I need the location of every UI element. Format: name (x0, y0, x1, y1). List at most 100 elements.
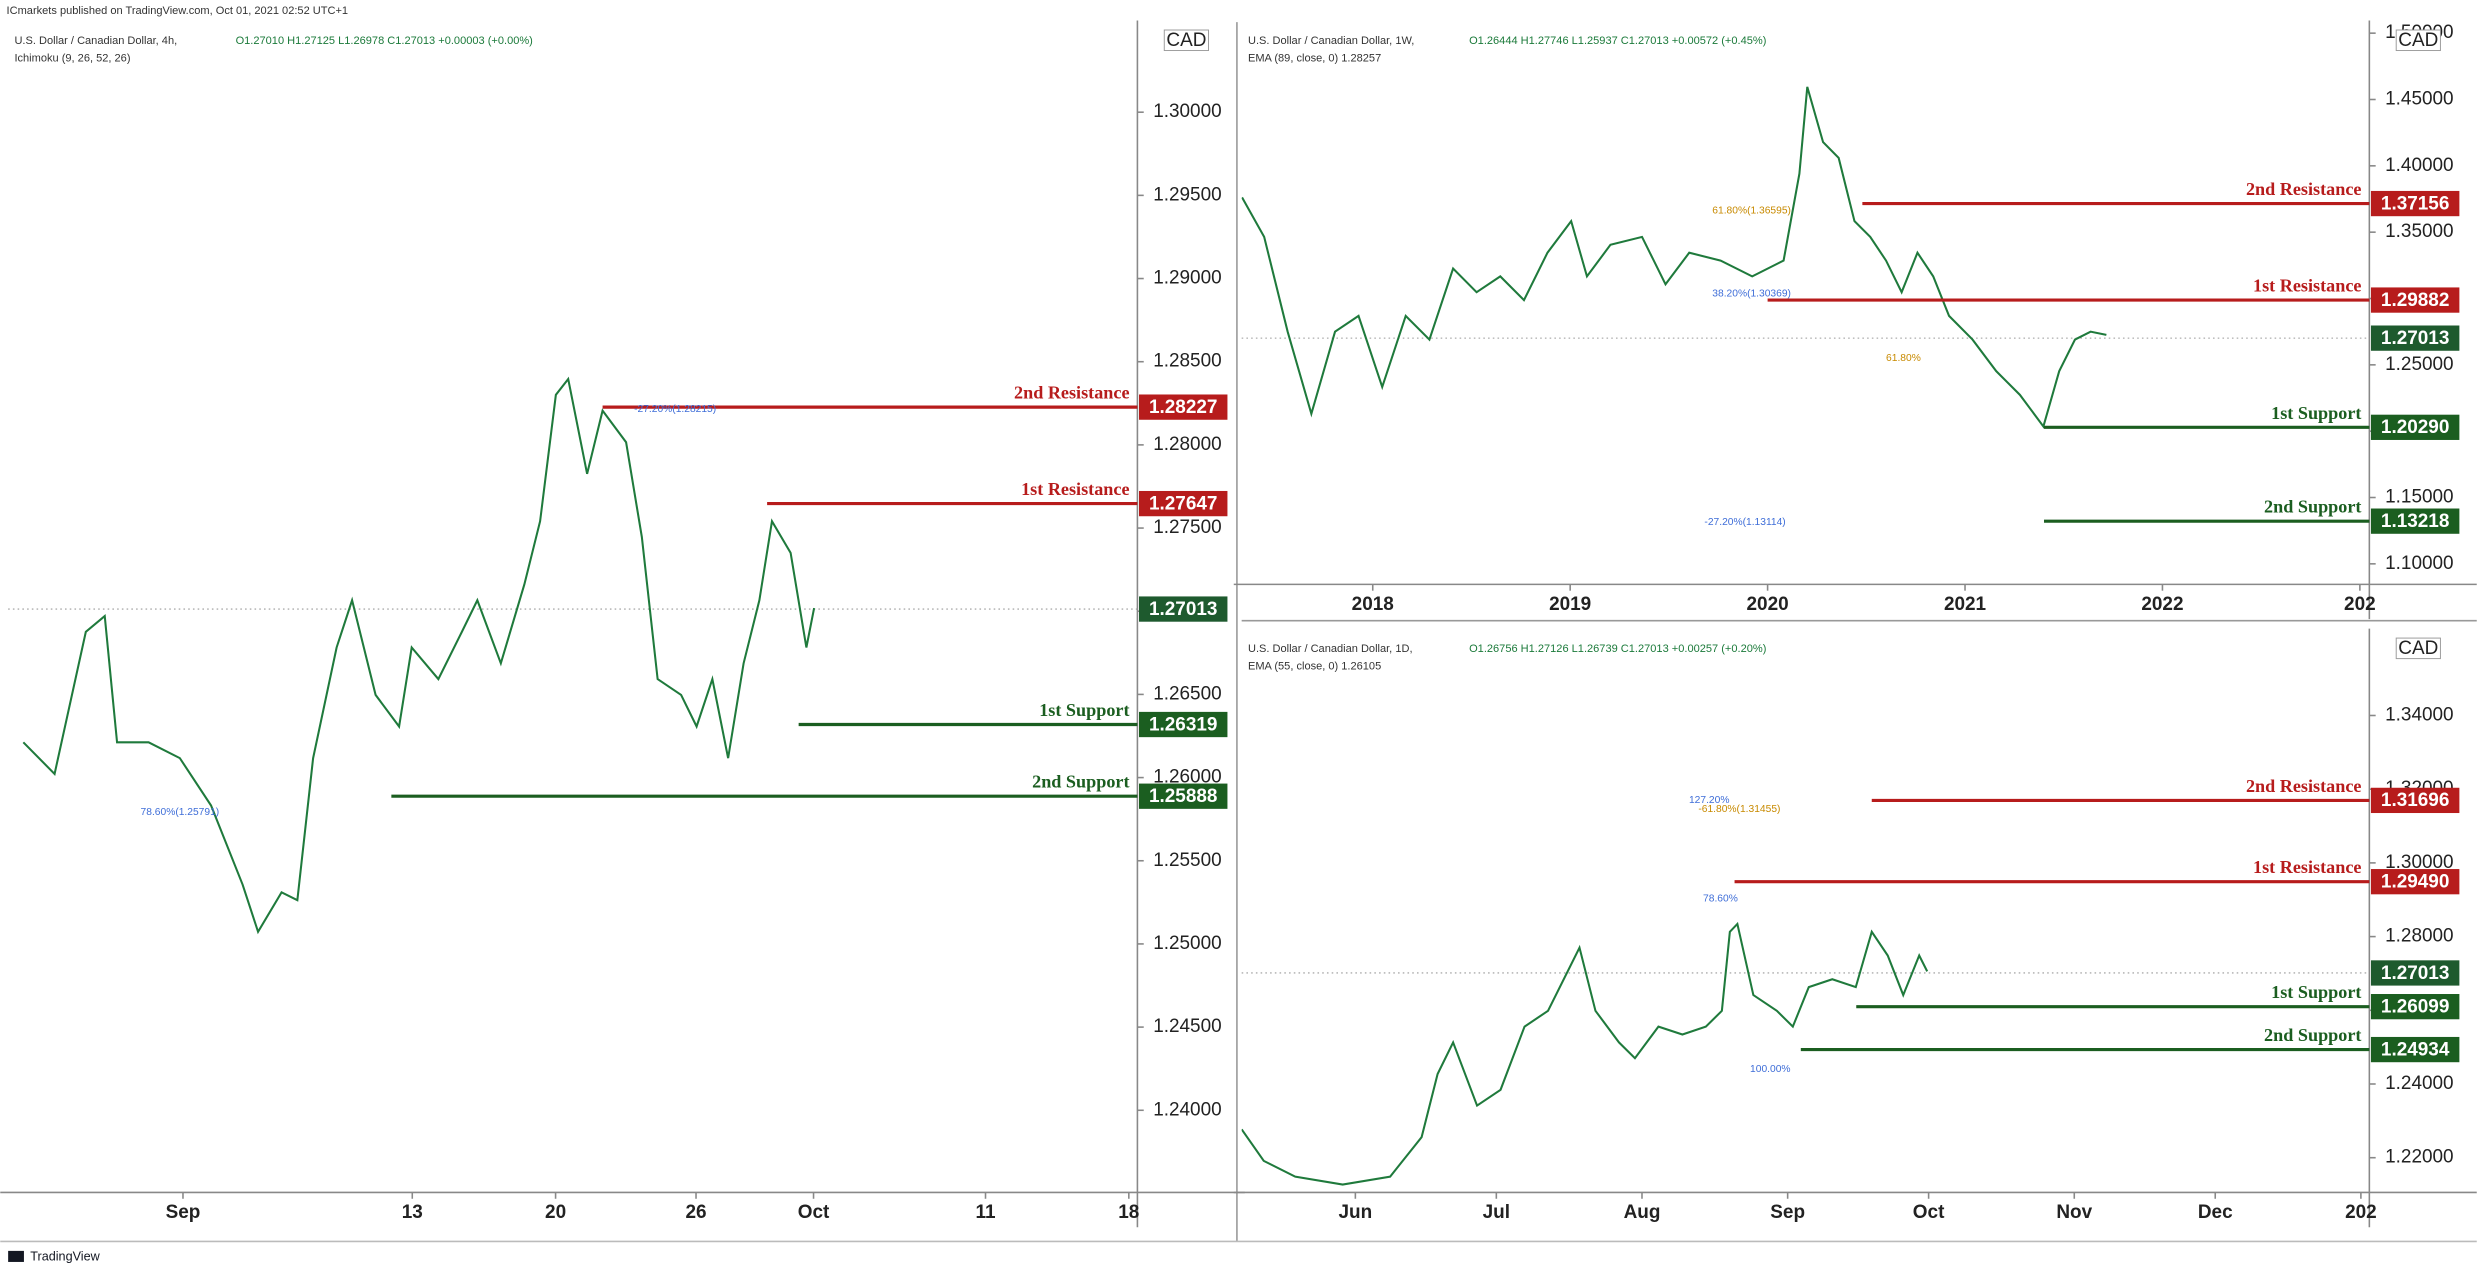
y-tick-label: 1.28500 (1153, 351, 1221, 372)
y-tick-label: 1.25000 (2385, 354, 2453, 375)
x-tick-label: 2021 (1944, 594, 1986, 615)
y-tick-label: 1.26000 (1153, 767, 1221, 788)
x-tick-label: Jun (1339, 1202, 1373, 1223)
level-tag (2370, 1036, 2460, 1063)
fib-annotation: -27.20%(1.13114) (1704, 517, 1785, 528)
y-tick-label: 1.10000 (2385, 553, 2453, 574)
y-tick-label: 1.30000 (1153, 101, 1221, 122)
level-tag (2370, 787, 2460, 814)
y-tick-label: 1.34000 (2385, 704, 2453, 725)
y-tick-label: 1.24500 (1153, 1016, 1221, 1037)
ohlc: O1.27010 H1.27125 L1.26978 C1.27013 +0.0… (236, 35, 533, 47)
level-name: 1st Resistance (2253, 276, 2361, 296)
tv-logo (8, 1250, 24, 1262)
level-tag-label: 1.24934 (2381, 1039, 2450, 1060)
level-name: 2nd Support (2264, 1025, 2361, 1045)
level-tag (1138, 490, 1228, 517)
x-tick-label: 2018 (1352, 594, 1394, 615)
level-tag-label: 1.28227 (1149, 397, 1217, 418)
x-tick-label: Sep (1770, 1202, 1805, 1223)
level-tag (2370, 287, 2460, 313)
x-tick-label: 202 (2344, 594, 2376, 615)
level-name: 2nd Support (2264, 497, 2361, 517)
x-tick-label: Oct (798, 1202, 830, 1223)
ohlc: O1.26756 H1.27126 L1.26739 C1.27013 +0.0… (1469, 643, 1766, 655)
currency-box (2395, 637, 2441, 660)
y-tick-label: 1.28000 (1153, 434, 1221, 455)
x-tick-label: 2020 (1747, 594, 1789, 615)
price-line (22, 376, 816, 935)
level-tag (2370, 869, 2460, 895)
indicator: EMA (55, close, 0) 1.26105 (1248, 660, 1381, 672)
x-tick-label: 20 (545, 1202, 566, 1223)
level-name: 2nd Resistance (2246, 776, 2362, 796)
level-tag-label: 1.37156 (2381, 193, 2449, 214)
y-tick-label: 1.15000 (2385, 487, 2453, 508)
y-tick-label: 1.28000 (2385, 926, 2453, 947)
level-name: 1st Support (2271, 403, 2361, 423)
level-name: 1st Support (1039, 700, 1129, 720)
publisher-line: ICmarkets published on TradingView.com, … (7, 5, 349, 17)
currency: CAD (2398, 638, 2438, 659)
y-tick-label: 1.25500 (1153, 850, 1221, 871)
fib-annotation: 38.20%(1.30369) (1712, 288, 1791, 299)
footer: TradingView (30, 1250, 100, 1264)
level-tag-label: 1.26099 (2381, 996, 2449, 1017)
y-tick-label: 1.26500 (1153, 683, 1221, 704)
level-tag (2370, 190, 2460, 217)
indicator: Ichimoku (9, 26, 52, 26) (14, 52, 130, 64)
level-tag (1138, 394, 1228, 420)
symbol-title: U.S. Dollar / Canadian Dollar, 1D, (1248, 643, 1413, 655)
fib-annotation: 78.60%(1.25791) (141, 807, 220, 818)
y-tick-label: 1.27500 (1153, 517, 1221, 538)
level-name: 1st Resistance (1021, 479, 1129, 499)
symbol-title: U.S. Dollar / Canadian Dollar, 4h, (14, 35, 177, 47)
last-price-label: 1.27013 (2381, 963, 2449, 984)
x-tick-label: 2019 (1549, 594, 1591, 615)
level-tag-label: 1.25888 (1149, 786, 1217, 807)
level-name: 2nd Resistance (2246, 179, 2362, 199)
level-tag-label: 1.26319 (1149, 714, 1217, 735)
indicator: EMA (89, close, 0) 1.28257 (1248, 52, 1381, 64)
y-tick-label: 1.24000 (1153, 1099, 1221, 1120)
y-tick-label: 1.29000 (1153, 268, 1221, 289)
level-name: 2nd Resistance (1014, 383, 1130, 403)
fib-annotation: 78.60% (1703, 893, 1738, 904)
x-tick-label: Aug (1624, 1202, 1661, 1223)
y-tick-label: 1.22000 (2385, 1147, 2453, 1168)
y-tick-label: 1.30000 (2385, 852, 2453, 873)
y-tick-label: 1.35000 (2385, 221, 2453, 242)
x-tick-label: Sep (166, 1202, 201, 1223)
level-tag (1138, 783, 1228, 809)
y-tick-label: 1.25000 (1153, 933, 1221, 954)
x-tick-label: Oct (1913, 1202, 1945, 1223)
level-name: 2nd Support (1032, 772, 1129, 792)
last-price-tag (1138, 596, 1228, 622)
fib-annotation: 100.00% (1750, 1064, 1790, 1075)
fib-annotation: 61.80%(1.36595) (1712, 206, 1791, 217)
x-tick-label: Nov (2056, 1202, 2092, 1223)
ohlc: O1.26444 H1.27746 L1.25937 C1.27013 +0.0… (1469, 35, 1766, 47)
x-tick-label: Dec (2198, 1202, 2233, 1223)
level-name: 1st Support (2271, 982, 2361, 1002)
level-tag-label: 1.27647 (1149, 493, 1217, 514)
x-tick-label: 11 (975, 1202, 995, 1223)
level-tag (2370, 994, 2460, 1020)
last-price-label: 1.27013 (1149, 599, 1217, 620)
last-price-label: 1.27013 (2381, 328, 2449, 349)
level-tag-label: 1.29490 (2381, 871, 2449, 892)
x-tick-label: 13 (402, 1202, 423, 1223)
level-name: 1st Resistance (2253, 857, 2361, 877)
price-line (1241, 86, 2107, 429)
level-tag-label: 1.13218 (2381, 511, 2449, 532)
fib-annotation: 61.80% (1886, 353, 1921, 364)
y-tick-label: 1.45000 (2385, 88, 2453, 109)
price-line (1241, 921, 1929, 1186)
level-tag (2370, 414, 2460, 440)
level-tag (2370, 508, 2460, 534)
x-tick-label: 26 (685, 1202, 706, 1223)
x-tick-label: 202 (2345, 1202, 2377, 1223)
x-tick-label: Jul (1483, 1202, 1510, 1223)
